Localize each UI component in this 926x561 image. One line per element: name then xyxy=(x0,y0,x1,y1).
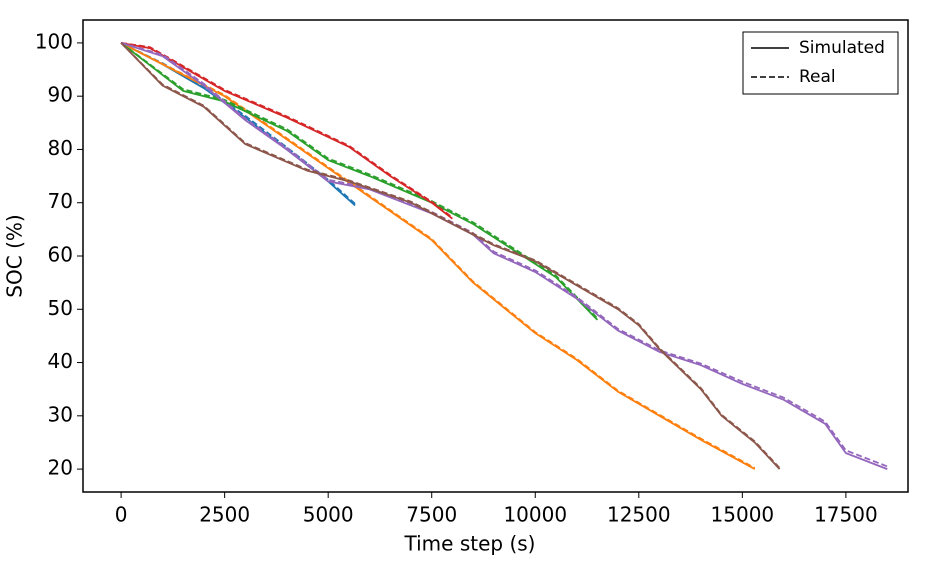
y-tick-label: 60 xyxy=(48,243,73,267)
series-line xyxy=(120,42,781,470)
series-line xyxy=(120,42,356,207)
series-line xyxy=(120,42,756,469)
series-line xyxy=(120,42,756,470)
x-tick-label: 12500 xyxy=(607,503,671,527)
series-line xyxy=(120,42,599,321)
y-tick-label: 40 xyxy=(48,349,73,373)
x-tick-label: 0 xyxy=(115,503,128,527)
y-axis-label: SOC (%) xyxy=(3,214,27,297)
legend-label: Simulated xyxy=(799,38,885,58)
y-tick-label: 50 xyxy=(48,296,73,320)
legend-label: Real xyxy=(799,67,836,87)
series-line xyxy=(120,42,599,319)
x-tick-label: 10000 xyxy=(503,503,567,527)
series-line xyxy=(120,42,888,470)
series-line xyxy=(120,42,356,205)
x-tick-label: 2500 xyxy=(199,503,250,527)
x-tick-label: 17500 xyxy=(814,503,878,527)
legend-box xyxy=(742,31,899,95)
x-tick-label: 7500 xyxy=(406,503,457,527)
series-line xyxy=(120,42,781,469)
y-tick-label: 80 xyxy=(48,136,73,160)
series-line xyxy=(120,42,453,219)
series-line xyxy=(120,42,888,468)
x-tick-label: 5000 xyxy=(303,503,354,527)
y-tick-label: 90 xyxy=(48,83,73,107)
y-tick-label: 100 xyxy=(35,29,73,53)
y-tick-label: 20 xyxy=(48,456,73,480)
x-tick-label: 15000 xyxy=(711,503,775,527)
y-tick-label: 70 xyxy=(48,189,73,213)
x-axis-label: Time step (s) xyxy=(404,532,536,556)
y-tick-label: 30 xyxy=(48,402,73,426)
